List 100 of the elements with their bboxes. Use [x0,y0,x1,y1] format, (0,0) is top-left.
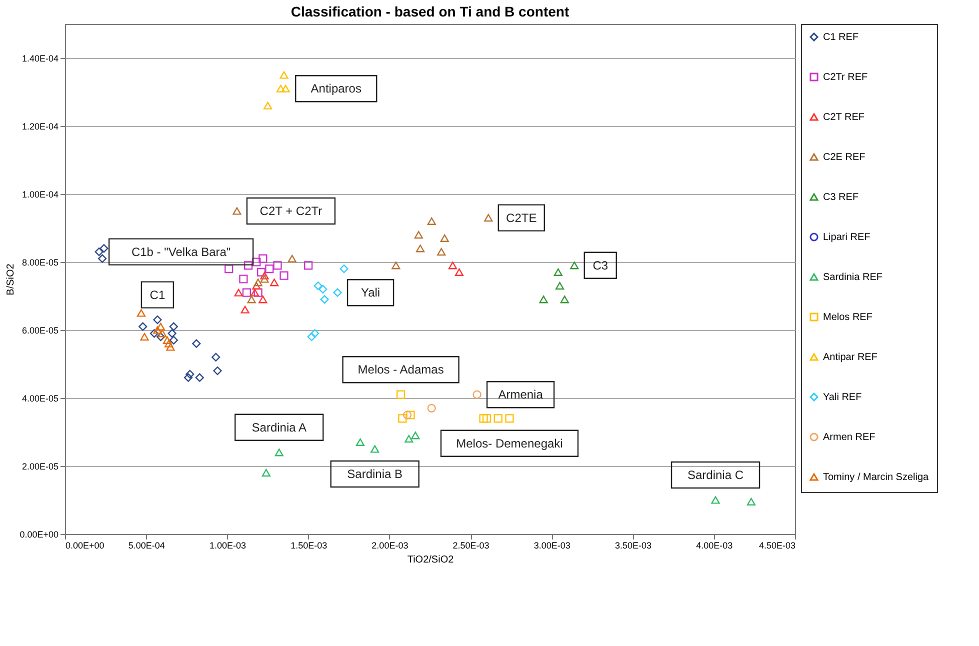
point [239,274,248,284]
point [153,315,162,324]
point [288,254,296,262]
point [554,268,562,276]
point [250,288,260,296]
point [258,296,268,304]
point [184,373,193,382]
point [150,329,159,338]
y-tick-label: 1.40E-04 [22,54,58,64]
point [402,410,412,420]
point [195,373,204,382]
y-tick-label: 1.20E-04 [22,122,58,132]
legend-label: Antipar REF [823,352,878,363]
legend-label: Lipari REF [823,232,870,243]
annotation: Melos- Demenegaki [456,436,563,450]
annotation: Armenia [498,388,544,402]
point [166,343,175,351]
point [94,247,104,256]
legend-label: C2E REF [823,152,866,163]
point [411,432,420,440]
point [258,254,268,263]
y-tick-label: 6.00E-05 [22,326,58,336]
legend-label: Melos REF [823,312,872,323]
y-tick-label: 0.00E+00 [20,530,58,540]
chart-title: Classification - based on Ti and B content [290,4,570,20]
legend-label: C2T REF [823,112,864,123]
point [370,445,380,453]
legend-label: C1 REF [823,32,859,43]
legend-label: Sardinia REF [823,272,882,283]
point [169,322,178,331]
annotation: C1 [150,288,166,302]
point [392,262,400,270]
annotation: Sardinia C [687,468,744,482]
x-tick-label: 1.50E-03 [290,540,328,550]
point [555,282,564,290]
point [158,330,167,338]
point [212,352,220,362]
y-tick-label: 8.00E-05 [22,258,58,268]
legend-label: C2Tr REF [823,72,868,83]
point [100,244,108,253]
x-tick-label: 2.00E-03 [372,540,408,550]
point [454,268,464,276]
point [406,410,415,420]
point [254,278,262,286]
point [169,336,178,345]
x-axis-title: TiO2/SiO2 [407,554,454,566]
point [398,414,407,423]
point [270,278,279,286]
point [98,254,107,263]
point [560,296,569,304]
annotation: Sardinia A [252,420,306,434]
point [232,207,242,215]
annotation: C1b - "Velka Bara" [131,244,231,259]
point [247,296,256,304]
point [186,370,194,379]
point [404,434,414,443]
point [263,102,272,110]
point [427,404,436,412]
point [437,248,446,256]
point [310,329,320,338]
point [320,295,329,304]
point [539,296,548,304]
point [472,390,482,399]
point [260,272,269,280]
point [570,262,579,270]
point [482,414,492,423]
point [168,329,176,338]
point [262,468,270,477]
point [304,261,313,270]
point [265,264,274,274]
annotation: C2TE [506,210,537,225]
point [156,332,166,342]
point [252,282,261,290]
point [280,71,288,79]
point [244,261,253,270]
y-tick-label: 1.00E-04 [22,190,58,200]
point [711,496,720,504]
point [164,340,174,348]
annotation: Melos - Adamas [358,362,444,377]
legend-label: Tominy / Marcin Szeliga [823,472,930,483]
point [156,322,166,330]
x-tick-label: 2.50E-03 [452,540,490,550]
point [281,84,290,92]
annotation: C3 [592,258,608,272]
point [280,271,288,280]
point [427,217,436,226]
x-tick-label: 4.50E-03 [758,540,796,550]
y-axis-title: B/SiO2 [6,263,17,296]
point [356,438,365,446]
x-tick-label: 3.00E-03 [534,540,570,550]
point [192,339,201,348]
annotation: Sardinia B [347,467,403,481]
point [136,309,146,317]
x-tick-label: 5.00E-04 [128,540,165,550]
y-tick-label: 2.00E-05 [22,462,58,472]
point [140,332,149,341]
point [213,366,222,376]
legend-label: Armen REF [823,432,876,443]
point [234,288,243,296]
annotation: Antiparos [310,82,362,96]
